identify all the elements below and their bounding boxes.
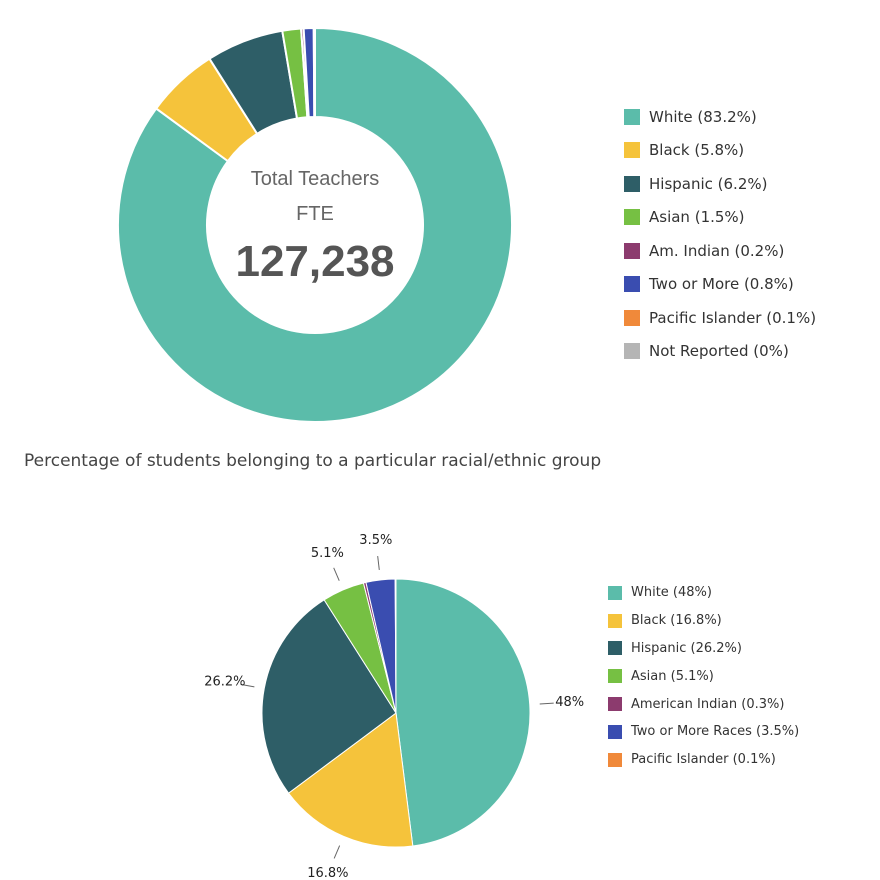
teachers-slice-white[interactable] [117,26,513,423]
legend-swatch [624,142,640,159]
teachers-legend: White (83.2%) Black (5.8%) Hispanic (6.2%)… [624,100,816,368]
students-slice-white[interactable] [395,578,531,847]
legend-swatch [608,697,622,712]
pie-label-connector [539,702,554,705]
legend-label: Two or More (0.8%) [649,275,794,294]
legend-swatch [624,343,640,360]
teachers-legend-item-black[interactable]: Black (5.8%) [624,134,816,168]
students-data-label-black: 16.8% [307,866,348,880]
students-data-label-white: 48% [555,695,584,710]
students-slice-black[interactable] [287,712,414,848]
legend-label: American Indian (0.3%) [631,696,785,712]
students-legend: White (48%) Black (16.8%) Hispanic (26.2%)… [608,579,799,774]
legend-swatch [624,309,640,326]
donut-center-subtitle: FTE [296,203,334,225]
legend-label: Asian (1.5%) [649,208,745,227]
students-legend-item-hispanic[interactable]: Hispanic (26.2%) [608,635,799,663]
pie-label-connector [240,683,255,688]
legend-swatch [608,752,622,767]
pie-label-connector [377,556,380,571]
legend-swatch [608,585,622,600]
pie-label-connector [333,567,340,581]
teachers-legend-item-am-indian[interactable]: Am. Indian (0.2%) [624,234,816,268]
teachers-slice-pacific-islander[interactable] [312,26,316,119]
teachers-donut-chart [117,26,513,423]
legend-swatch [608,641,622,656]
legend-label: Hispanic (26.2%) [631,640,742,656]
students-pie-chart: 48% 16.8% 26.2% 5.1% 3.5% [204,533,584,880]
teachers-legend-item-pacific-islander[interactable]: Pacific Islander (0.1%) [624,301,816,335]
donut-center-value: 127,238 [235,237,395,286]
students-slice-hispanic[interactable] [261,599,397,794]
pie-label-connector [333,845,341,859]
teachers-legend-item-not-reported[interactable]: Not Reported (0%) [624,335,816,369]
students-legend-item-two-or-more-races[interactable]: Two or More Races (3.5%) [608,718,799,746]
legend-label: Pacific Islander (0.1%) [631,752,776,768]
legend-label: Am. Indian (0.2%) [649,241,785,260]
students-legend-item-white[interactable]: White (48%) [608,579,799,607]
legend-swatch [608,613,622,628]
legend-swatch [608,669,622,684]
students-legend-item-asian[interactable]: Asian (5.1%) [608,662,799,690]
teachers-legend-item-asian[interactable]: Asian (1.5%) [624,201,816,235]
teachers-legend-item-hispanic[interactable]: Hispanic (6.2%) [624,167,816,201]
legend-swatch [624,209,640,226]
teachers-legend-item-white[interactable]: White (83.2%) [624,100,816,134]
legend-swatch [624,276,640,293]
legend-swatch [624,108,640,125]
legend-swatch [608,724,622,739]
students-legend-item-american-indian[interactable]: American Indian (0.3%) [608,690,799,718]
legend-swatch [624,242,640,259]
students-slice-pacific-islander[interactable] [394,578,397,714]
legend-label: White (83.2%) [649,107,757,126]
legend-label: Not Reported (0%) [649,342,789,361]
legend-label: White (48%) [631,585,712,601]
students-legend-item-pacific-islander[interactable]: Pacific Islander (0.1%) [608,746,799,774]
legend-label: Two or More Races (3.5%) [631,724,800,740]
students-data-label-asian: 5.1% [311,546,344,561]
legend-label: Asian (5.1%) [631,668,714,684]
students-legend-item-black[interactable]: Black (16.8%) [608,607,799,635]
legend-label: Pacific Islander (0.1%) [649,308,817,327]
legend-label: Hispanic (6.2%) [649,174,768,193]
students-data-label-hispanic: 26.2% [204,674,245,689]
teachers-legend-item-two-or-more[interactable]: Two or More (0.8%) [624,268,816,302]
students-chart-title: Percentage of students belonging to a pa… [24,451,602,471]
legend-label: Black (16.8%) [631,613,722,629]
legend-label: Black (5.8%) [649,141,745,160]
students-data-label-two-or-more-races: 3.5% [359,533,392,548]
donut-center-title: Total Teachers [250,168,380,190]
legend-swatch [624,175,640,192]
